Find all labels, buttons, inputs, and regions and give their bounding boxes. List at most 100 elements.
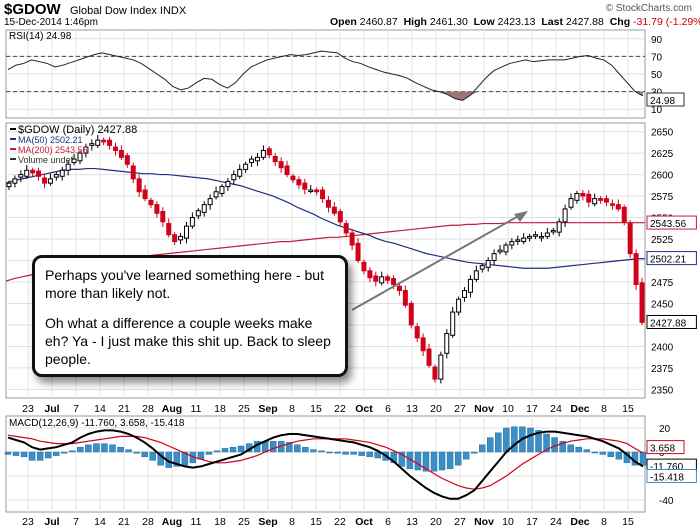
candle-body: [639, 282, 645, 323]
trend-arrow: [351, 213, 523, 311]
x-tick-label-bottom: 18: [214, 516, 226, 528]
x-tick-label: Nov: [474, 403, 494, 415]
candle-body: [95, 139, 101, 146]
macd-histogram-bar: [527, 427, 534, 453]
x-tick-label: 18: [214, 403, 226, 415]
price-last-label: 2427.88: [650, 318, 687, 329]
symbol: $GDOW: [4, 1, 61, 18]
candle-body: [118, 150, 124, 158]
macd-histogram-bar: [61, 451, 68, 454]
candle-body: [462, 290, 468, 298]
x-tick-label: 23: [22, 403, 34, 415]
rsi-label: RSI(14) 24.98: [9, 31, 72, 42]
candle-body: [30, 169, 36, 174]
macd-histogram-bar: [639, 451, 647, 466]
candle-body: [195, 210, 201, 217]
candle-body: [343, 223, 349, 234]
candle-body: [367, 270, 373, 279]
x-tick-label: 25: [238, 403, 250, 415]
x-tick-label: 22: [334, 403, 346, 415]
legend-swatch: [10, 158, 16, 160]
candle-body: [284, 165, 290, 176]
x-tick-label-bottom: Sep: [258, 516, 277, 528]
macd-histogram-bar: [358, 451, 365, 456]
macd-histogram-bar: [462, 451, 470, 460]
macd-signal-last-label-box: [646, 469, 697, 484]
macd-histogram-bar: [454, 451, 462, 466]
candle-body: [71, 158, 77, 164]
x-tick-label: 27: [454, 403, 466, 415]
candle-body: [615, 204, 621, 210]
macd-histogram-bar: [374, 451, 381, 459]
rsi-tick-label: 10: [651, 105, 663, 116]
macd-histogram-bar: [20, 451, 28, 458]
candle-body: [379, 276, 385, 284]
macd-histogram-bar: [93, 443, 100, 453]
price-last-label-box: [646, 314, 697, 329]
macd-histogram-bar: [430, 451, 438, 472]
trend-arrow-head: [514, 211, 528, 222]
x-tick-label: 13: [406, 403, 418, 415]
x-tick-label: 8: [289, 403, 295, 415]
candle-body: [438, 354, 444, 380]
macd-histogram-bar: [294, 444, 301, 453]
macd-histogram-bar: [615, 451, 623, 460]
candle-body: [154, 204, 160, 214]
candle-body: [621, 206, 627, 223]
legend-entry: $GDOW (Daily) 2427.88: [18, 124, 137, 136]
macd-histogram-bar: [270, 440, 277, 453]
candle-body: [479, 265, 485, 270]
price-tick-label: 2625: [651, 149, 674, 160]
legend-entry: MA(200) 2543.56: [18, 145, 88, 155]
x-tick-label: 20: [430, 403, 442, 415]
macd-histogram-bar: [543, 433, 550, 453]
macd-histogram-bar: [117, 446, 124, 453]
rsi-tick-label: 50: [651, 70, 663, 81]
macd-histogram-bar: [173, 451, 181, 467]
macd-histogram-bar: [567, 444, 574, 453]
legend-entry: MA(50) 2502.21: [18, 135, 83, 145]
candle-body: [237, 168, 243, 177]
x-tick-label: 15: [622, 403, 634, 415]
x-tick-label: Oct: [355, 403, 373, 415]
macd-histogram-bar: [495, 432, 502, 453]
candle-body: [331, 206, 337, 214]
macd-histogram-bar: [438, 451, 446, 471]
candle-body: [538, 235, 544, 239]
price-tick-label: 2600: [651, 171, 674, 182]
macd-histogram-bar: [229, 446, 237, 453]
candle-body: [219, 186, 225, 194]
rsi-tick-label: 70: [651, 52, 663, 63]
macd-histogram-bar: [221, 448, 229, 453]
x-tick-label: 6: [385, 403, 391, 415]
macd-histogram-bar: [575, 446, 582, 453]
candle-body: [278, 161, 284, 169]
macd-histogram-bar: [85, 444, 92, 453]
x-tick-label: 21: [118, 403, 130, 415]
x-tick-label: Sep: [258, 403, 277, 415]
macd-histogram-bar: [4, 451, 12, 455]
candle-body: [396, 285, 402, 292]
x-tick-label-bottom: 15: [310, 516, 322, 528]
candle-body: [408, 302, 414, 326]
candle-body: [65, 163, 71, 171]
candle-body: [426, 348, 432, 366]
macd-histogram-bar: [310, 449, 317, 453]
candle-body: [604, 198, 610, 203]
macd-histogram-bar: [583, 449, 590, 453]
legend-swatch: [10, 128, 16, 130]
candle-body: [337, 211, 343, 223]
candle-body: [373, 275, 379, 282]
x-tick-label: 24: [550, 403, 562, 415]
macd-histogram-bar: [69, 450, 76, 453]
price-tick-label: 2650: [651, 128, 674, 139]
candle-body: [497, 249, 503, 253]
candle-body: [231, 174, 237, 181]
macd-histogram-bar: [109, 444, 116, 453]
candle-body: [130, 165, 136, 180]
x-tick-label-bottom: 14: [94, 516, 106, 528]
candle-body: [254, 156, 260, 162]
candle-body: [18, 174, 24, 178]
candle-body: [124, 155, 130, 165]
candle-body: [308, 189, 314, 193]
